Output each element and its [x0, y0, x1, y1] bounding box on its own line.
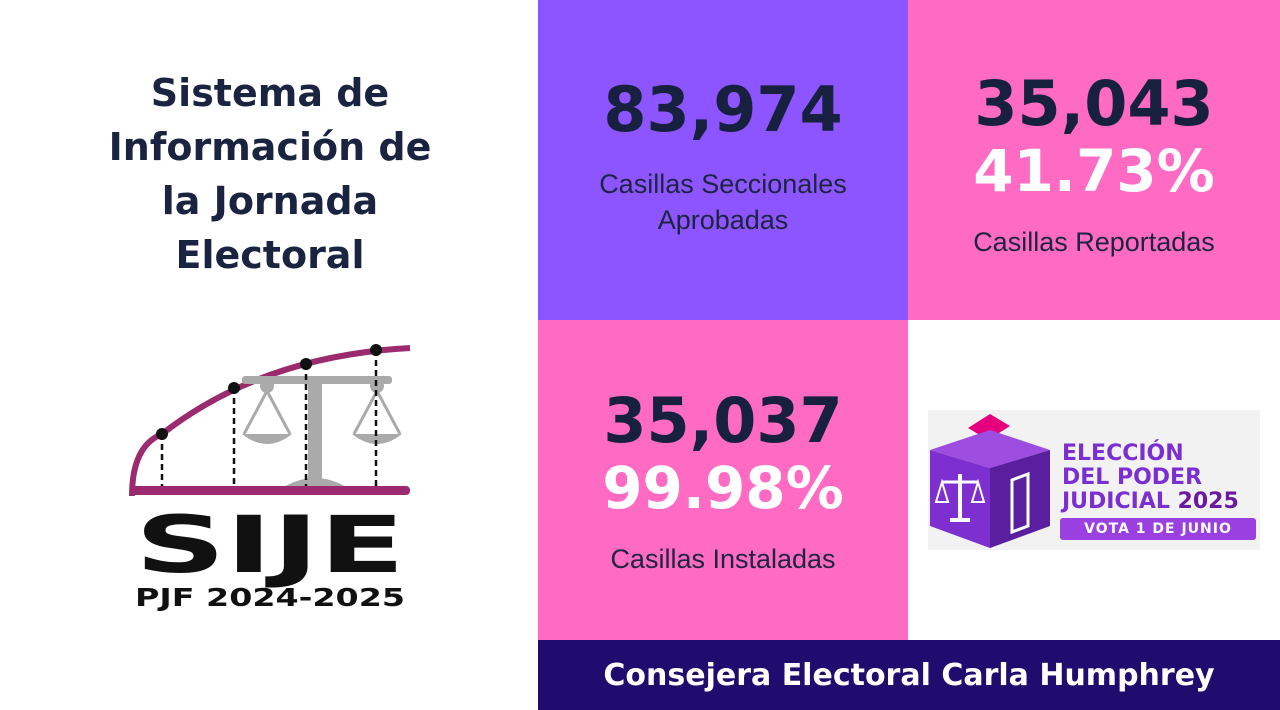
logo-wordmark: SIJE: [135, 501, 405, 591]
sije-scales-logo-icon: [129, 344, 411, 497]
left-panel: Sistema de Información de la Jornada Ele…: [0, 0, 538, 710]
badge-line-poder: DEL PODER: [1062, 465, 1203, 490]
badge-judicial-text: JUDICIAL: [1062, 489, 1170, 514]
reported-percent: 41.73%: [973, 137, 1215, 205]
installed-count: 35,037: [603, 384, 843, 457]
reported-count: 35,043: [974, 67, 1214, 140]
badge-line-eleccion: ELECCIÓN: [1062, 441, 1184, 466]
title-line: Electoral: [175, 233, 365, 277]
election-badge: ELECCIÓN DEL PODER JUDICIAL 2025 VOTA 1 …: [928, 410, 1260, 550]
page-title: Sistema de Información de la Jornada Ele…: [60, 66, 480, 282]
approved-label-line: Casillas Seccionales: [599, 169, 847, 199]
badge-vote-date: VOTA 1 DE JUNIO: [1060, 518, 1256, 540]
installed-label: Casillas Instaladas: [610, 544, 836, 574]
approved-casillas-tile: 83,974 Casillas Seccionales Aprobadas: [538, 0, 908, 320]
footer-bar: Consejera Electoral Carla Humphrey: [538, 640, 1280, 710]
approved-label-line: Aprobadas: [657, 205, 789, 235]
reported-casillas-tile: 35,043 41.73% Casillas Reportadas: [908, 0, 1280, 320]
approved-count: 83,974: [603, 73, 843, 146]
sije-logo: SIJE PJF 2024-2025: [129, 344, 411, 612]
logo-subtitle: PJF 2024-2025: [135, 583, 405, 612]
footer-text: Consejera Electoral Carla Humphrey: [603, 657, 1215, 693]
installed-casillas-tile: 35,037 99.98% Casillas Instaladas: [538, 320, 908, 640]
badge-line-judicial: JUDICIAL 2025: [1062, 490, 1239, 514]
installed-percent: 99.98%: [602, 454, 844, 522]
title-line: Sistema de: [150, 71, 390, 115]
badge-year: 2025: [1177, 489, 1239, 514]
approved-label: Casillas Seccionales Aprobadas: [599, 166, 847, 238]
reported-label: Casillas Reportadas: [973, 227, 1215, 257]
title-line: la Jornada: [161, 179, 379, 223]
ballot-box-scales-icon: [930, 414, 1050, 548]
title-line: Información de: [108, 125, 432, 169]
